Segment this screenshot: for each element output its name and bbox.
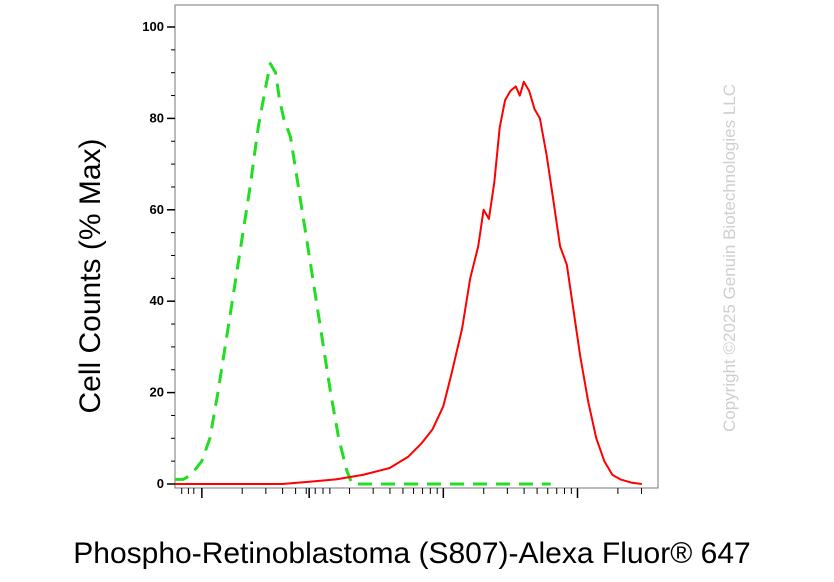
- y-tick-label: 80: [150, 110, 164, 125]
- series-line-solid-red: [175, 80, 643, 485]
- series-line-dashed-green: [175, 62, 551, 486]
- y-axis-title: Cell Counts (% Max): [74, 138, 107, 413]
- x-axis-title: Phospho-Retinoblastoma (S807)-Alexa Fluo…: [73, 537, 750, 570]
- y-tick-label: 20: [150, 385, 164, 400]
- data-series: [175, 62, 643, 486]
- y-tick-label: 100: [142, 19, 164, 34]
- plot-frame: [174, 4, 659, 489]
- copyright-watermark: Copyright ©2025 Genuin Biotechnologies L…: [720, 84, 739, 432]
- y-tick-label: 0: [157, 476, 164, 491]
- y-tick-label: 40: [150, 293, 164, 308]
- y-tick-label: 60: [150, 202, 164, 217]
- axis-ticks: 0 20 40 60 80 100: [142, 19, 643, 498]
